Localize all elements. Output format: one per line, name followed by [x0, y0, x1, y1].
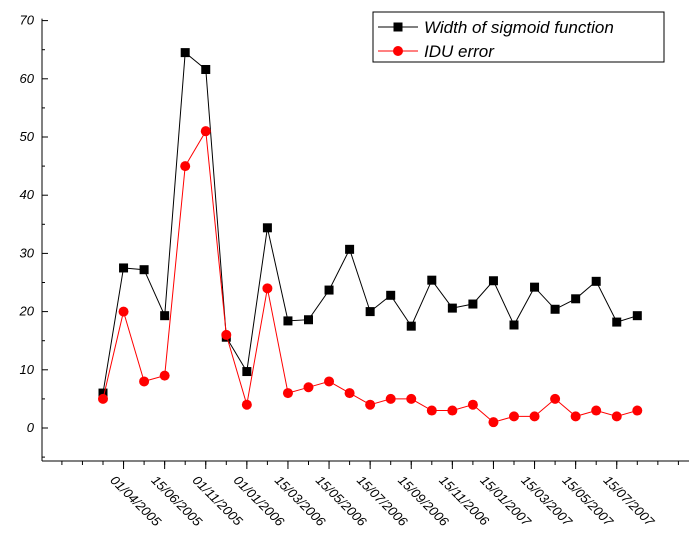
data-point: [262, 283, 273, 294]
data-point: [262, 223, 272, 233]
y-tick-label: 50: [20, 129, 35, 144]
data-point: [241, 399, 252, 410]
series-line: [102, 51, 638, 394]
legend: Width of sigmoid function IDU error: [372, 11, 665, 63]
data-point: [385, 393, 396, 404]
data-point: [427, 275, 437, 285]
data-point: [201, 64, 211, 74]
legend-entry: Width of sigmoid function: [378, 18, 614, 37]
legend-marker: [393, 22, 403, 32]
series-idu-error: [98, 126, 643, 428]
data-point: [571, 294, 581, 304]
y-tick-label: 60: [20, 71, 35, 86]
legend-marker: [393, 46, 403, 56]
data-point: [612, 317, 622, 327]
data-point: [406, 321, 416, 331]
data-point: [324, 376, 335, 387]
data-point: [119, 263, 129, 273]
legend-label: Width of sigmoid function: [424, 18, 614, 37]
data-point: [570, 411, 581, 422]
data-point: [550, 304, 560, 314]
data-point: [509, 411, 519, 422]
y-tick-label: 0: [27, 420, 35, 435]
y-tick-label: 10: [20, 362, 35, 377]
data-point: [591, 405, 602, 416]
y-tick-label: 30: [20, 245, 35, 260]
data-point: [345, 244, 355, 254]
data-point: [283, 316, 293, 326]
legend-label: IDU error: [424, 42, 495, 61]
data-point: [180, 48, 190, 58]
y-tick-label: 20: [19, 304, 35, 319]
data-point: [304, 315, 313, 325]
series-line: [102, 129, 638, 423]
data-point: [406, 393, 417, 404]
data-point: [98, 388, 108, 398]
data-point: [426, 405, 437, 416]
data-point: [344, 388, 355, 399]
y-tick-label: 40: [20, 187, 35, 202]
data-point: [447, 405, 458, 416]
data-point: [447, 303, 457, 313]
data-point: [632, 311, 642, 321]
data-point: [118, 306, 129, 317]
data-point: [365, 399, 376, 410]
legend-box: [372, 11, 665, 63]
y-tick-label: 70: [20, 13, 35, 28]
data-point: [303, 382, 314, 393]
data-point: [632, 405, 643, 416]
data-point: [365, 307, 375, 317]
data-point: [139, 265, 149, 275]
legend-entry: IDU error: [378, 42, 495, 61]
data-point: [221, 329, 232, 340]
data-point: [488, 276, 498, 286]
data-point: [139, 376, 150, 387]
data-point: [591, 276, 601, 286]
data-point: [529, 411, 540, 422]
data-point: [467, 399, 478, 410]
series-width-of-sigmoid-function: [98, 48, 642, 398]
data-point: [488, 417, 499, 428]
series-layer: [98, 48, 643, 428]
data-point: [160, 311, 170, 321]
data-point: [200, 126, 211, 137]
data-point: [242, 367, 252, 377]
data-point: [98, 393, 108, 404]
data-point: [509, 320, 519, 330]
data-point: [324, 285, 334, 295]
data-point: [468, 299, 478, 309]
data-point: [550, 393, 561, 404]
data-point: [530, 282, 540, 292]
data-point: [282, 388, 293, 399]
data-point: [180, 161, 191, 172]
data-point: [159, 370, 170, 381]
data-point: [386, 290, 396, 300]
data-point: [611, 411, 622, 422]
